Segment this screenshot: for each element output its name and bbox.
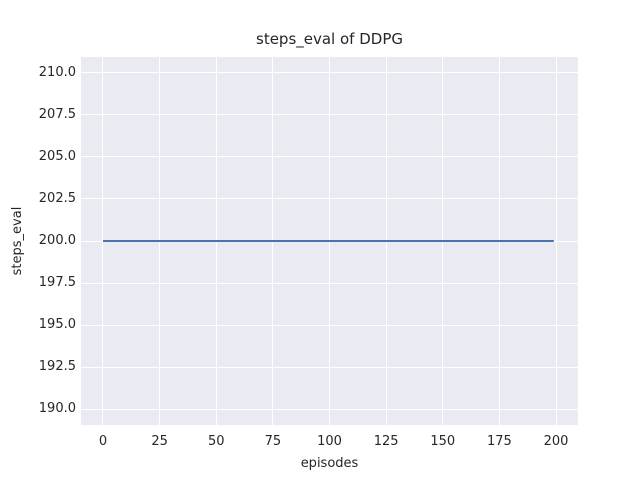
data-line-svg bbox=[103, 240, 554, 242]
y-tick-label: 195.0 bbox=[38, 317, 76, 333]
y-gridline bbox=[81, 366, 578, 368]
x-axis-label: episodes bbox=[300, 456, 359, 471]
y-tick-label: 197.5 bbox=[38, 275, 76, 290]
y-gridline bbox=[81, 114, 578, 116]
y-tick-label: 210.0 bbox=[38, 64, 76, 80]
plot-area bbox=[81, 57, 578, 425]
y-tick-label: 192.5 bbox=[38, 359, 76, 375]
y-tick-label: 202.5 bbox=[38, 190, 76, 206]
y-gridline bbox=[81, 408, 578, 410]
y-gridline bbox=[81, 324, 578, 326]
x-tick-label: 0 bbox=[98, 434, 108, 449]
y-gridline bbox=[81, 156, 578, 158]
y-tick-label: 190.0 bbox=[38, 401, 76, 417]
x-tick-label: 50 bbox=[207, 434, 225, 449]
x-tick-label: 75 bbox=[264, 434, 282, 449]
y-tick-label: 207.5 bbox=[38, 106, 76, 122]
y-tick-label: 200.0 bbox=[38, 233, 76, 248]
y-gridline bbox=[81, 282, 578, 284]
x-tick-label: 125 bbox=[373, 434, 399, 449]
x-tick-label: 175 bbox=[486, 434, 512, 449]
chart-title: steps_eval of DDPG bbox=[256, 30, 403, 48]
x-tick-label: 200 bbox=[543, 434, 569, 449]
y-gridline bbox=[81, 72, 578, 74]
x-tick-label: 150 bbox=[430, 434, 456, 449]
x-tick-label: 25 bbox=[151, 434, 168, 449]
x-tick-label: 100 bbox=[317, 434, 342, 449]
y-tick-label: 205.0 bbox=[38, 148, 76, 164]
y-gridline bbox=[81, 198, 578, 200]
